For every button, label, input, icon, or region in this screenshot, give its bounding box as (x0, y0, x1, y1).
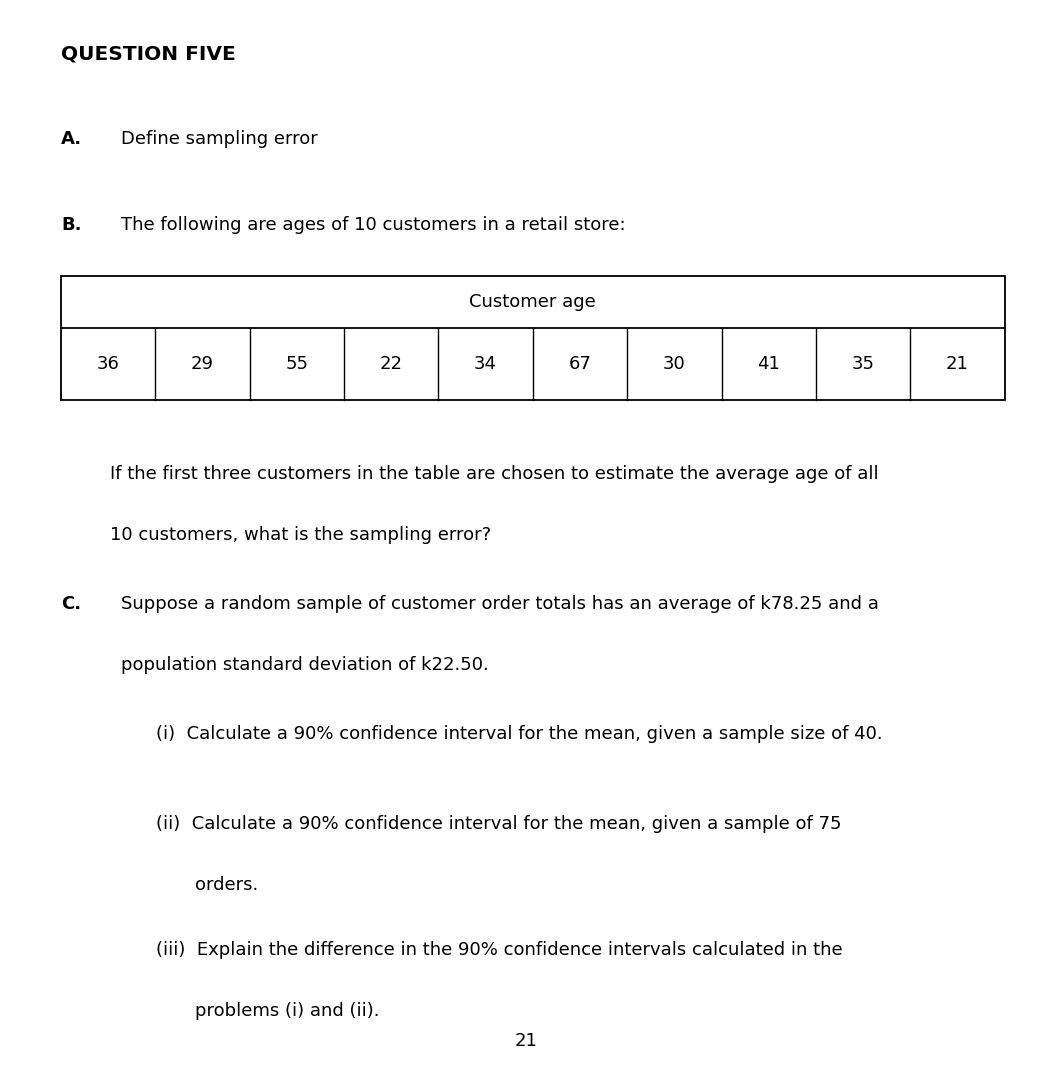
Text: 67: 67 (568, 355, 591, 373)
Text: 30: 30 (663, 355, 686, 373)
Text: If the first three customers in the table are chosen to estimate the average age: If the first three customers in the tabl… (110, 465, 879, 483)
Text: problems (i) and (ii).: problems (i) and (ii). (195, 1002, 379, 1020)
Text: (ii)  Calculate a 90% confidence interval for the mean, given a sample of 75: (ii) Calculate a 90% confidence interval… (156, 815, 842, 833)
Text: The following are ages of 10 customers in a retail store:: The following are ages of 10 customers i… (121, 216, 626, 233)
Bar (61, 277, 1005, 401)
Text: A.: A. (61, 130, 82, 149)
Text: 29: 29 (191, 355, 214, 373)
Text: C.: C. (61, 595, 81, 614)
Text: Customer age: Customer age (469, 293, 596, 311)
Text: 34: 34 (474, 355, 498, 373)
Text: 41: 41 (757, 355, 781, 373)
Text: QUESTION FIVE: QUESTION FIVE (61, 45, 236, 64)
Text: (iii)  Explain the difference in the 90% confidence intervals calculated in the: (iii) Explain the difference in the 90% … (156, 941, 843, 959)
Text: population standard deviation of k22.50.: population standard deviation of k22.50. (121, 656, 489, 675)
Text: B.: B. (61, 216, 81, 233)
Text: 22: 22 (380, 355, 403, 373)
Text: 35: 35 (852, 355, 874, 373)
Text: 21: 21 (946, 355, 969, 373)
Text: (i)  Calculate a 90% confidence interval for the mean, given a sample size of 40: (i) Calculate a 90% confidence interval … (156, 726, 883, 743)
Text: 21: 21 (514, 1032, 538, 1050)
Text: Define sampling error: Define sampling error (121, 130, 318, 149)
Text: 10 customers, what is the sampling error?: 10 customers, what is the sampling error… (110, 526, 491, 544)
Text: Suppose a random sample of customer order totals has an average of k78.25 and a: Suppose a random sample of customer orde… (121, 595, 878, 614)
Text: 55: 55 (285, 355, 308, 373)
Text: orders.: orders. (195, 876, 258, 894)
Text: 36: 36 (97, 355, 120, 373)
